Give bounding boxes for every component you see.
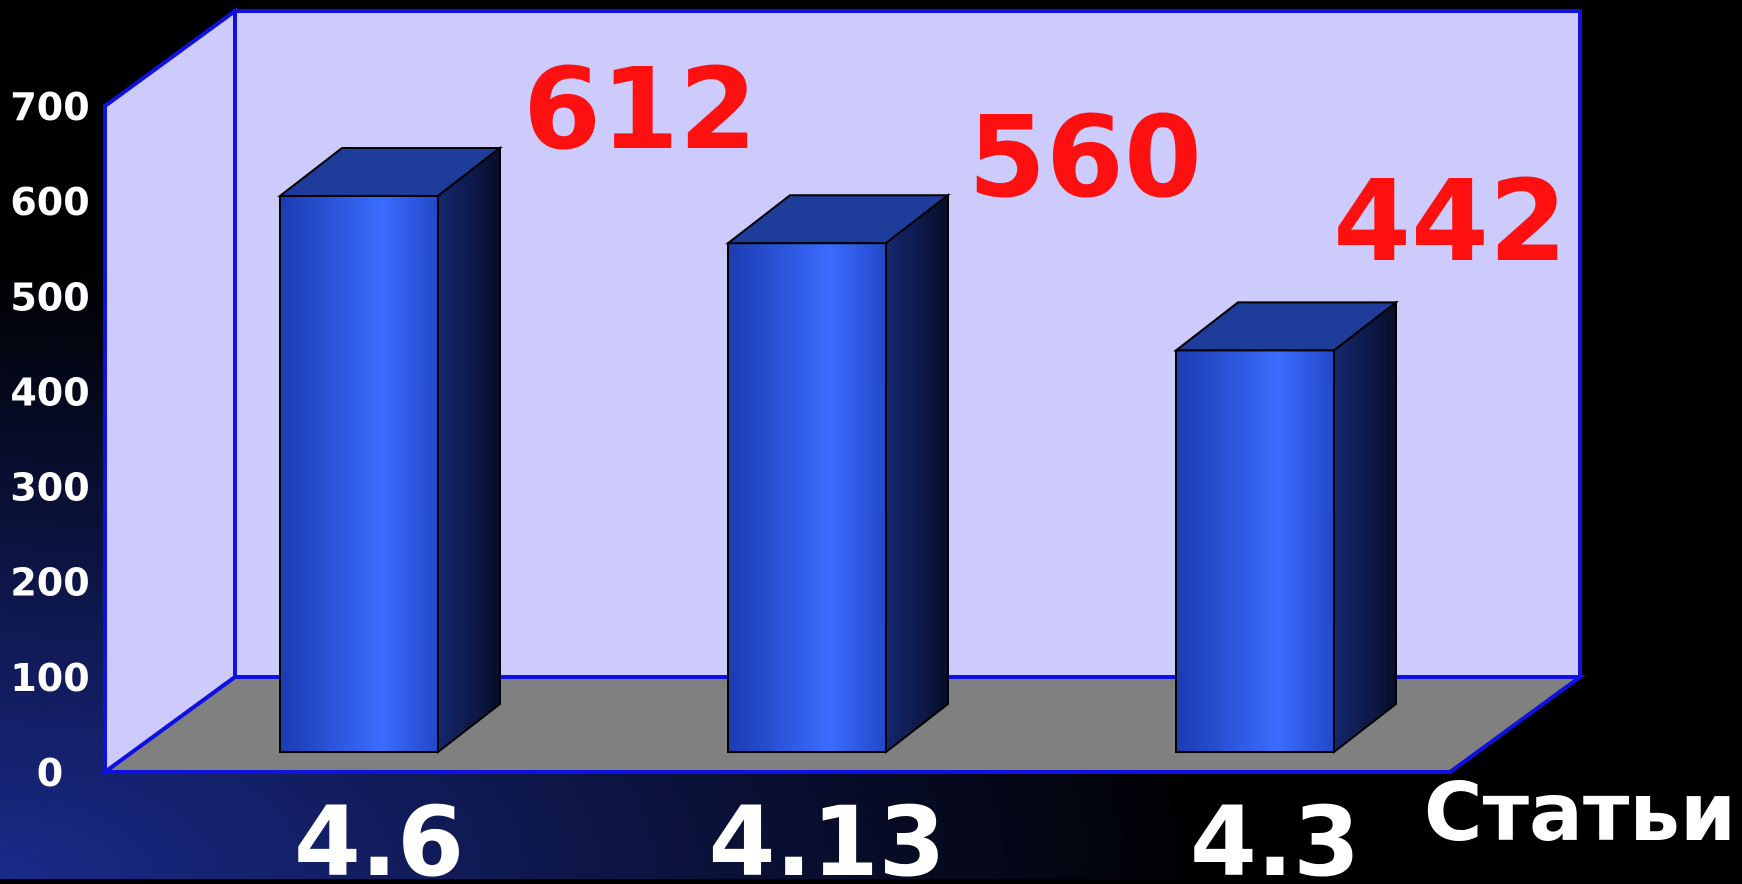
bar-side (885, 193, 949, 755)
data-label: 442 (1333, 157, 1567, 287)
bar-front (279, 194, 439, 753)
bar-front (727, 242, 887, 753)
y-tick-label: 100 (10, 656, 89, 700)
bar-4.6 (277, 145, 503, 755)
data-label: 560 (968, 93, 1202, 223)
labels-group: 612 4.6 560 4.13 442 4.3 0 100 200 300 400 500 600 70… (10, 45, 1736, 884)
side-wall (103, 7, 237, 776)
bar-side (1333, 300, 1397, 755)
y-tick-label: 0 (37, 751, 63, 795)
bar-side (437, 145, 501, 755)
x-tick-label: 4.6 (294, 786, 464, 879)
bar-front (1175, 349, 1335, 753)
y-tick-label: 500 (10, 275, 89, 319)
bar-4.13 (725, 193, 951, 755)
x-tick-label: 4.13 (709, 786, 946, 879)
y-tick-label: 700 (10, 85, 89, 129)
bar-4.3 (1173, 300, 1399, 755)
bars-group (277, 145, 1399, 755)
x-tick-label: 4.3 (1190, 786, 1360, 879)
y-tick-label: 200 (10, 561, 89, 605)
y-tick-label: 400 (10, 370, 89, 414)
y-tick-label: 300 (10, 466, 89, 510)
data-label: 612 (523, 45, 757, 175)
y-tick-label: 600 (10, 180, 89, 224)
x-axis-title: Статьи (1424, 766, 1736, 859)
